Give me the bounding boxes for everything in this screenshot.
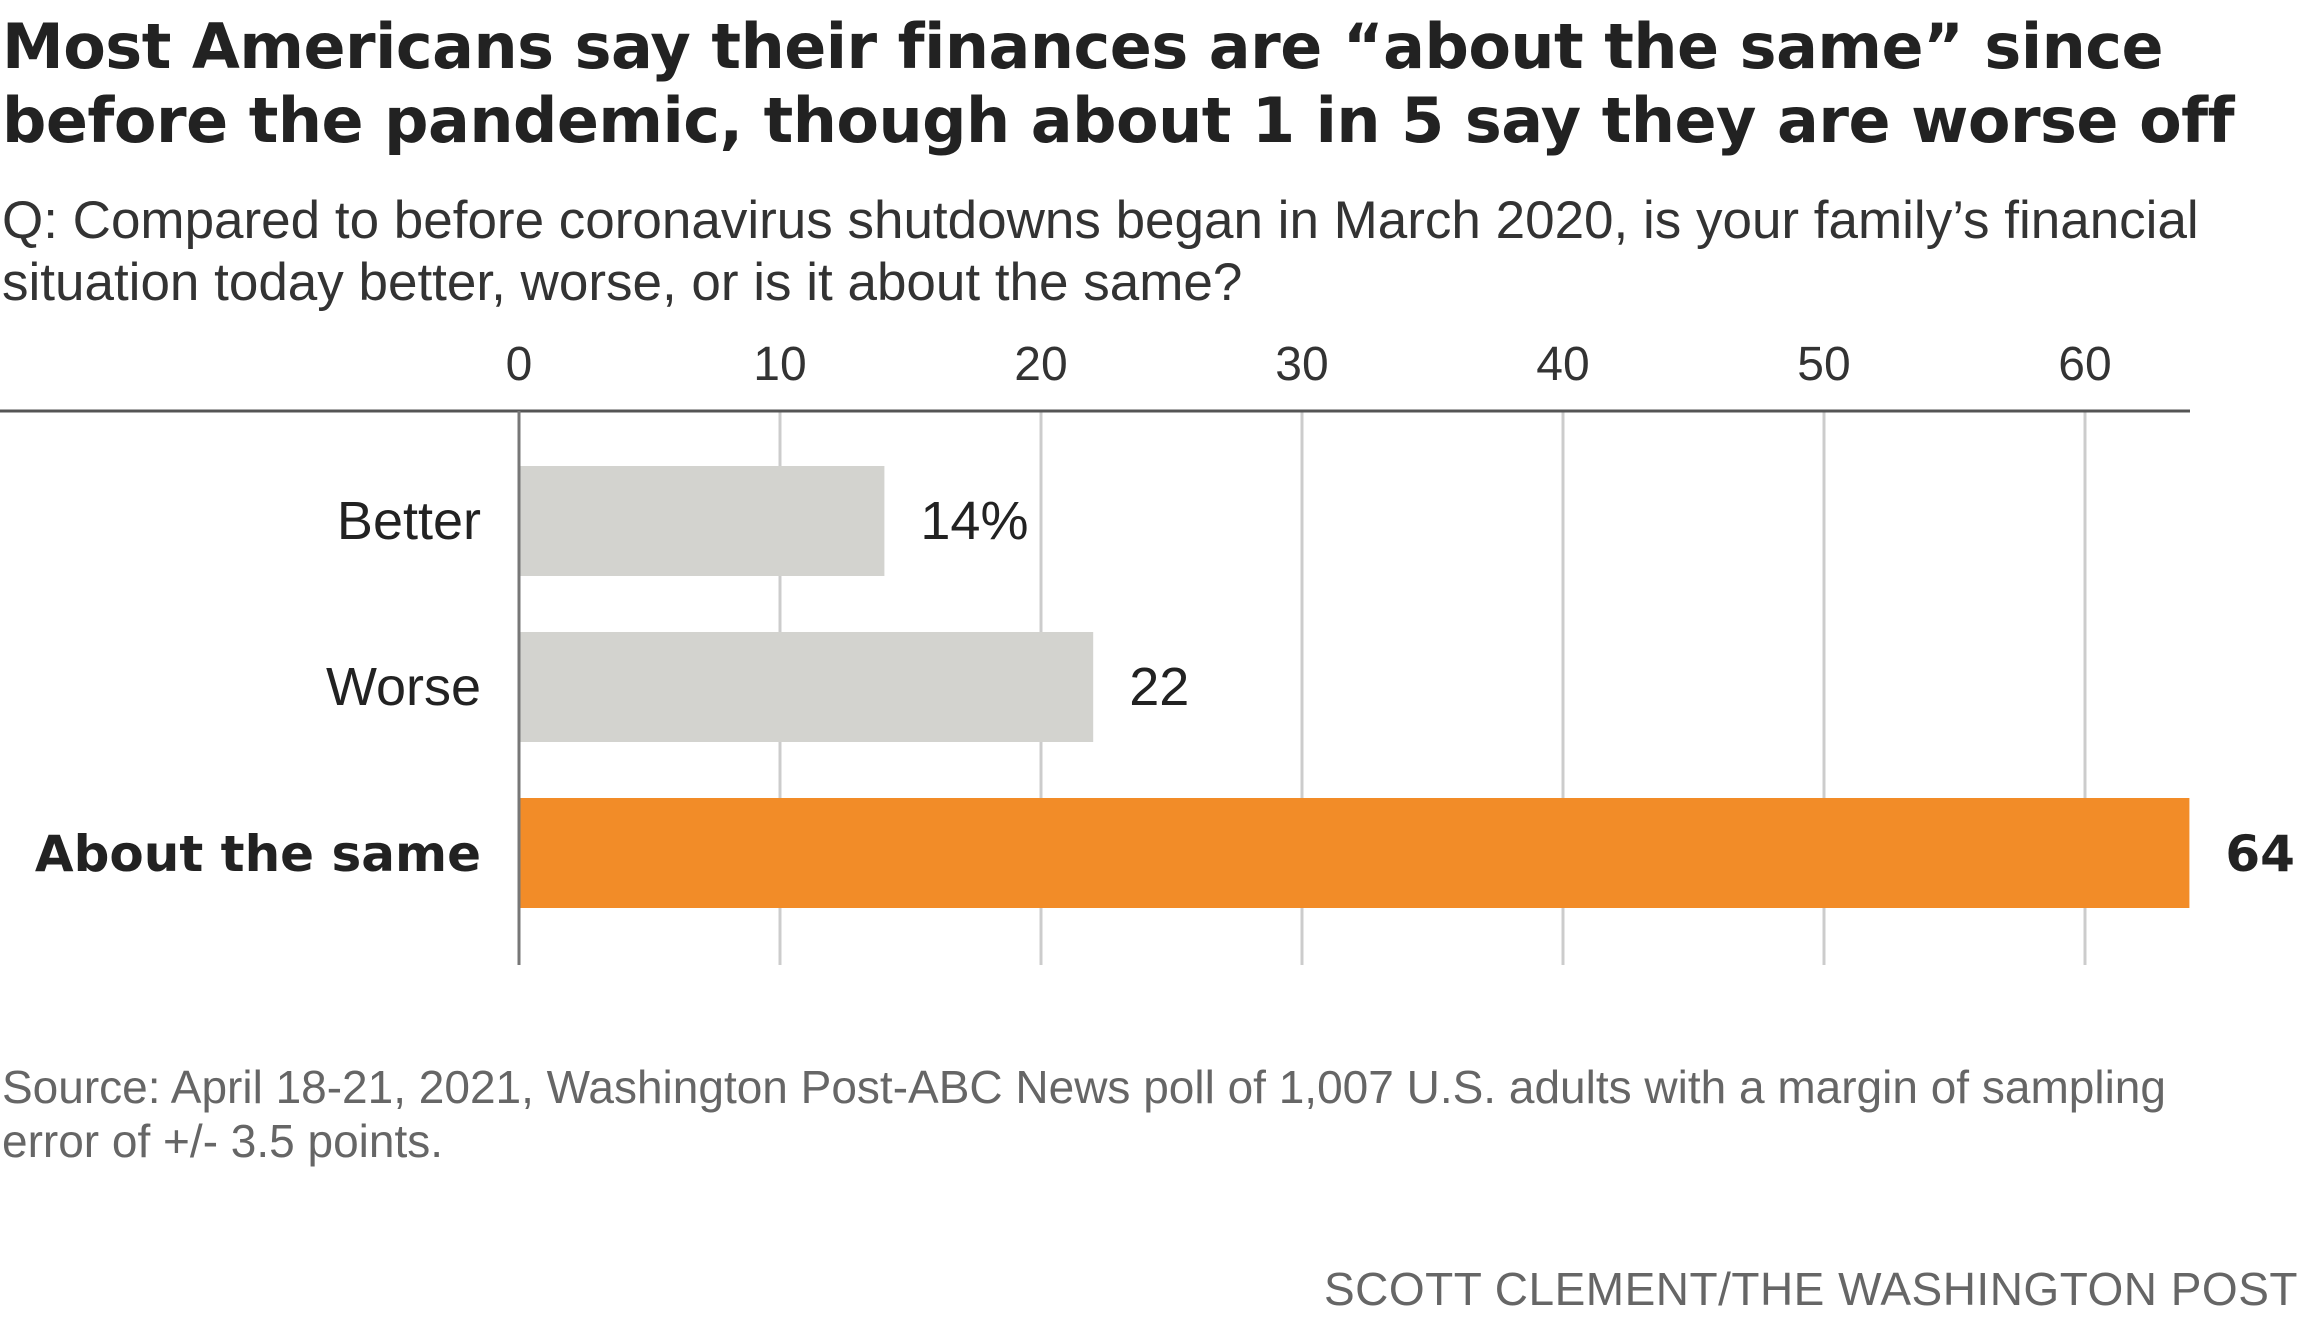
category-labels: Better Worse About the same xyxy=(35,491,481,883)
x-tick-label: 10 xyxy=(753,338,806,391)
data-label: 64 xyxy=(2225,825,2295,883)
category-label: Worse xyxy=(326,657,481,717)
x-tick-label: 0 xyxy=(506,338,533,391)
x-tick-label: 40 xyxy=(1536,338,1589,391)
data-label: 22 xyxy=(1129,657,1189,717)
x-tick-label: 20 xyxy=(1014,338,1067,391)
category-label: About the same xyxy=(35,825,481,883)
bars xyxy=(519,466,2190,908)
chart-subtitle: Q: Compared to before coronavirus shutdo… xyxy=(2,191,2199,312)
bar xyxy=(519,466,885,576)
credit-line: SCOTT CLEMENT/THE WASHINGTON POST xyxy=(1323,1263,2298,1315)
x-tick-label: 60 xyxy=(2058,338,2111,391)
x-tick-label: 30 xyxy=(1275,338,1328,391)
tick-labels: 0 10 20 30 40 50 60 xyxy=(506,338,2112,391)
x-tick-label: 50 xyxy=(1797,338,1850,391)
source-note: Source: April 18-21, 2021, Washington Po… xyxy=(2,1061,2166,1167)
category-label: Better xyxy=(337,491,481,551)
bar xyxy=(519,798,2190,908)
chart-title: Most Americans say their finances are “a… xyxy=(2,10,2235,157)
data-labels: 14% 22 64 xyxy=(920,491,2295,883)
bar xyxy=(519,632,1094,742)
data-label: 14% xyxy=(920,491,1028,551)
